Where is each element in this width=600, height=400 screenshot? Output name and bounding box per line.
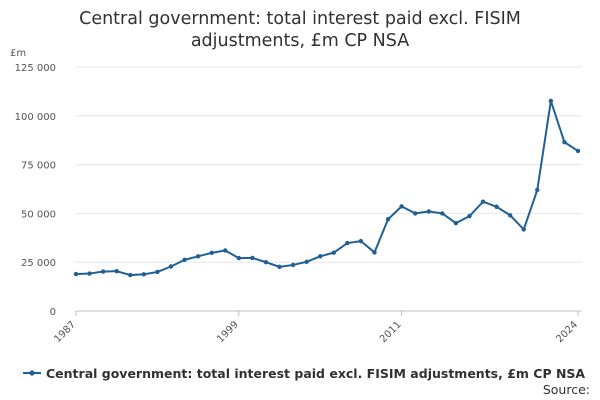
data-point[interactable] [100, 269, 106, 274]
data-point[interactable] [372, 250, 377, 255]
y-tick-label: 125 000 [15, 63, 56, 74]
data-point[interactable] [155, 269, 160, 275]
data-point[interactable] [182, 257, 187, 263]
data-point[interactable] [426, 209, 431, 214]
data-point[interactable] [507, 213, 513, 218]
data-point[interactable] [73, 271, 79, 277]
legend-series-label: Central government: total interest paid … [46, 365, 586, 381]
data-point[interactable] [521, 227, 526, 232]
series-group [73, 98, 581, 278]
data-point[interactable] [385, 217, 391, 222]
y-tick-label: 50 000 [21, 209, 56, 220]
data-point[interactable] [440, 211, 445, 216]
data-point[interactable] [331, 250, 336, 255]
data-point[interactable] [535, 187, 540, 193]
series-line [75, 99, 579, 277]
x-tick-label: 2024 [554, 319, 580, 345]
source-label: Source: [542, 382, 590, 397]
data-point[interactable] [548, 98, 554, 104]
data-point[interactable] [562, 139, 567, 145]
legend: Central government: total interest paid … [22, 364, 585, 382]
data-point[interactable] [575, 148, 581, 154]
y-axis-ticks: 0 25 000 50 000 75 000 100 000 125 000 [15, 63, 56, 318]
y-tick-label: 100 000 [15, 112, 56, 123]
data-point[interactable] [345, 240, 350, 246]
y-tick-label: 25 000 [21, 258, 56, 269]
data-point[interactable] [114, 268, 119, 274]
data-point[interactable] [250, 255, 255, 261]
data-point[interactable] [236, 255, 242, 261]
legend-line-marker-icon [23, 370, 41, 376]
x-tick-label: 2011 [378, 319, 404, 345]
x-tick-label: 1999 [215, 319, 241, 345]
data-point[interactable] [195, 254, 201, 259]
data-point[interactable] [209, 250, 214, 256]
data-point[interactable] [141, 272, 147, 277]
chart-title-line-2: adjustments, £m CP NSA [190, 31, 410, 51]
data-point[interactable] [263, 260, 269, 265]
data-point[interactable] [480, 199, 486, 204]
gridlines [76, 66, 582, 312]
data-point[interactable] [467, 213, 472, 219]
y-tick-label: 0 [50, 307, 56, 318]
data-point[interactable] [318, 254, 323, 259]
chart-title-line-1: Central government: total interest paid … [79, 9, 521, 29]
y-tick-label: 75 000 [21, 161, 56, 172]
data-point[interactable] [277, 264, 282, 270]
data-point[interactable] [453, 220, 459, 226]
data-point[interactable] [87, 271, 92, 276]
data-point[interactable] [290, 262, 296, 268]
x-tick-label: 1987 [52, 319, 78, 345]
chart-title: Central government: total interest paid … [0, 8, 600, 52]
data-point[interactable] [494, 204, 499, 209]
data-point[interactable] [223, 248, 228, 253]
data-point[interactable] [168, 264, 174, 269]
data-point[interactable] [399, 204, 404, 209]
data-point[interactable] [412, 211, 418, 216]
data-point[interactable] [358, 238, 364, 244]
data-point[interactable] [128, 272, 133, 278]
y-axis-unit-label: £m [10, 48, 26, 59]
data-point[interactable] [304, 259, 309, 265]
x-axis: 1987 1999 2011 2024 [52, 311, 580, 345]
